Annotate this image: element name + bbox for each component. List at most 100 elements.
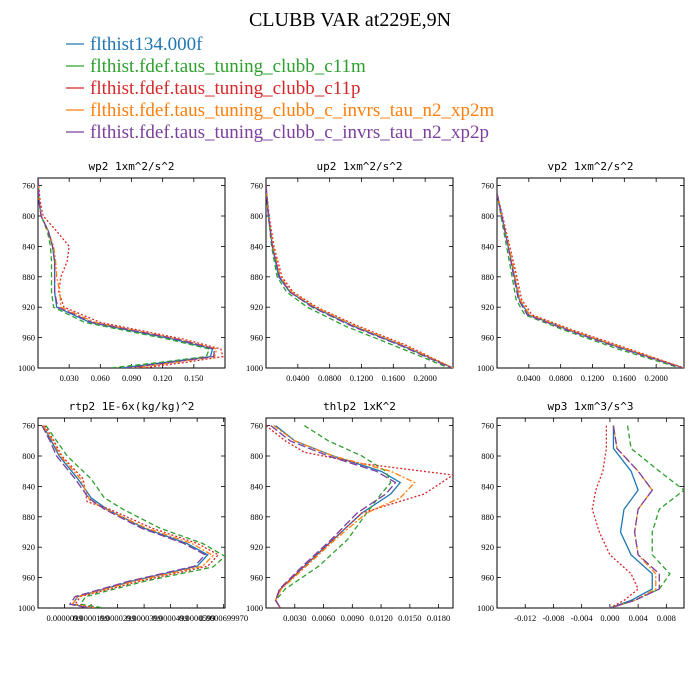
x-tick-label: 0.150 [184,373,203,383]
x-tick-label: 0.0120 [369,613,392,623]
series-group [41,425,225,608]
plot-frame [496,177,685,369]
y-tick-label: 760 [22,181,35,191]
y-tick-label: 1000 [477,363,494,373]
series-line [497,193,681,368]
y-tick-label: 920 [481,302,494,312]
y-tick-label: 800 [22,211,35,221]
legend: flthist134.000fflthist.fdef.taus_tuning_… [66,34,494,143]
series-line [266,185,453,368]
series-line [266,185,450,368]
panel-title: rtp2 1E-6x(kg/kg)^2 [69,400,195,413]
series-line [45,425,225,608]
y-tick-label: 840 [250,481,263,491]
series-group [266,425,453,608]
plot-frame [496,417,685,609]
x-tick-label: 0.0180 [427,613,450,623]
panel: vp2 1xm^2/s^2 760 800 840 880 920 960 1000 0.040… [477,160,685,383]
series-line [497,193,684,368]
series-line [270,425,397,608]
panel: wp3 1xm^3/s^3 760 800 840 880 920 960 1000 -0.01… [477,400,685,623]
series-line [266,425,453,608]
y-tick-label: 800 [250,451,263,461]
panels: wp2 1xm^2/s^2 760 800 840 880 920 960 1000 0.030… [18,160,685,623]
legend-item: flthist134.000f [66,34,203,55]
panel: thlp2 1xK^2 760 800 840 880 920 960 1000 0.0030 0… [246,400,454,623]
y-tick-label: 880 [250,512,263,522]
y-tick-label: 920 [22,542,35,552]
y-tick-label: 920 [22,302,35,312]
series-group [38,178,224,368]
y-tick-label: 760 [481,421,494,431]
series-group [497,193,684,368]
legend-label: flthist.fdef.taus_tuning_clubb_c11m [90,56,366,77]
y-tick-label: 960 [250,333,263,343]
panel-title: up2 1xm^2/s^2 [316,160,402,173]
series-line [266,185,452,368]
x-tick-label: 0.004 [629,613,649,623]
x-tick-label: 0.0800 [318,373,341,383]
panel-title: thlp2 1xK^2 [323,400,396,413]
x-tick-label: -0.012 [514,613,536,623]
series-line [38,178,218,368]
series-line [42,425,209,608]
panel: up2 1xm^2/s^2 760 800 840 880 920 960 1000 0.040… [246,160,454,383]
x-tick-label: 0.0150 [398,613,421,623]
y-tick-label: 800 [22,451,35,461]
y-tick-label: 840 [22,481,35,491]
y-tick-label: 800 [481,211,494,221]
panel: wp2 1xm^2/s^2 760 800 840 880 920 960 1000 0.030… [18,160,226,383]
y-tick-label: 960 [481,573,494,583]
x-tick-label: 0.0000299 [100,613,136,623]
series-line [44,425,220,608]
y-tick-label: 840 [22,241,35,251]
plot-frame [37,417,226,609]
series-line [609,425,684,608]
y-tick-label: 840 [481,241,494,251]
series-line [497,193,684,368]
series-line [497,193,683,368]
y-tick-label: 920 [481,542,494,552]
x-tick-label: 0.0000499 [153,613,189,623]
y-tick-label: 800 [250,211,263,221]
y-tick-label: 960 [250,573,263,583]
x-tick-label: 0.008 [657,613,676,623]
series-line [609,425,660,608]
x-tick-label: 0.0400 [286,373,309,383]
y-tick-label: 880 [22,272,35,282]
y-tick-label: 880 [22,512,35,522]
x-tick-label: 0.0800 [549,373,572,383]
y-tick-label: 760 [481,181,494,191]
panel: rtp2 1E-6x(kg/kg)^2 760 800 840 880 920 960 100… [18,400,248,623]
x-tick-label: 0.0000399 [126,613,162,623]
x-tick-label: 0.1200 [581,373,604,383]
x-tick-label: 0.120 [153,373,172,383]
panel-title: vp2 1xm^2/s^2 [547,160,633,173]
y-tick-label: 920 [250,542,263,552]
series-group [266,185,453,368]
legend-item: flthist.fdef.taus_tuning_clubb_c11m [66,56,366,77]
legend-item: flthist.fdef.taus_tuning_clubb_c_invrs_t… [66,122,489,143]
series-line [42,425,215,608]
series-group [591,425,684,608]
panel-title: wp2 1xm^2/s^2 [88,160,174,173]
series-line [274,425,402,608]
series-line [38,178,224,368]
y-tick-label: 1000 [477,603,494,613]
x-tick-label: 0.2000 [644,373,667,383]
plot-frame [37,177,226,369]
y-tick-label: 760 [250,181,263,191]
x-tick-label: 0.1600 [613,373,636,383]
series-line [38,178,216,368]
plot-frame [265,177,454,369]
series-line [41,425,207,608]
x-tick-label: 0.0090 [341,613,364,623]
y-tick-label: 960 [481,333,494,343]
y-tick-label: 880 [481,272,494,282]
y-tick-label: 960 [22,333,35,343]
x-tick-label: -0.008 [542,613,564,623]
x-tick-label: 0.2000 [413,373,436,383]
y-tick-label: 760 [22,421,35,431]
x-tick-label: 0.0000099 [46,613,82,623]
